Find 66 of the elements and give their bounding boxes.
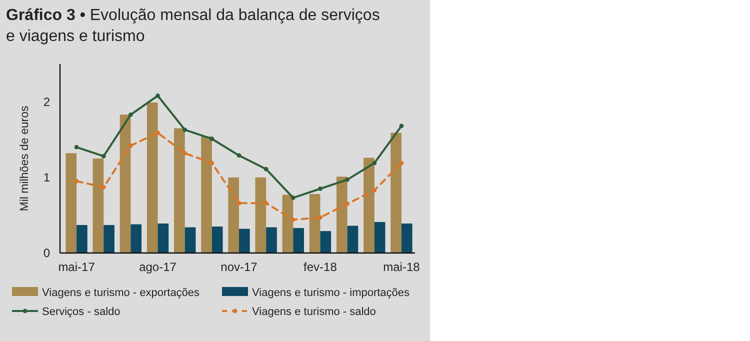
point xyxy=(318,215,322,220)
bar xyxy=(374,222,386,253)
legend-label: Serviços - saldo xyxy=(42,306,120,318)
y-axis-title: Mil milhões de euros xyxy=(19,106,31,212)
point xyxy=(372,160,377,166)
x-tick-label: mai-18 xyxy=(383,260,420,274)
bar xyxy=(320,231,332,253)
point xyxy=(182,151,188,156)
bar xyxy=(184,227,196,253)
point xyxy=(399,124,404,128)
point xyxy=(128,112,133,117)
chart-title: Gráfico 3 • Evolução mensal da balança de serviços e viagens e turismo xyxy=(6,7,380,45)
bar xyxy=(130,224,142,253)
bar xyxy=(347,226,358,253)
x-tick-label: fev-18 xyxy=(304,260,338,274)
point xyxy=(101,154,106,158)
bar xyxy=(239,228,250,253)
bar xyxy=(120,114,131,253)
bar xyxy=(282,194,294,253)
bar xyxy=(336,176,348,253)
legend-label: Viagens e turismo - exportações xyxy=(42,286,200,299)
point xyxy=(74,178,79,184)
point xyxy=(128,143,133,148)
point xyxy=(290,196,296,200)
bar xyxy=(401,224,412,253)
bar xyxy=(293,228,304,253)
legend-label: Viagens e turismo - saldo xyxy=(252,306,376,318)
y-tick-label: 2 xyxy=(43,95,50,109)
point xyxy=(318,186,322,191)
point xyxy=(156,94,160,98)
bar xyxy=(158,224,169,253)
bar xyxy=(309,194,320,253)
bar xyxy=(201,136,212,253)
point xyxy=(236,200,242,206)
bar xyxy=(76,225,88,253)
bar xyxy=(174,128,185,253)
point xyxy=(264,166,268,172)
x-tick-label: nov-17 xyxy=(220,260,258,274)
point xyxy=(290,218,296,222)
point xyxy=(156,130,160,135)
bar xyxy=(212,226,223,253)
point xyxy=(210,160,214,166)
bar xyxy=(92,158,104,253)
point xyxy=(101,185,106,190)
bar xyxy=(390,132,402,253)
point xyxy=(264,200,268,206)
point xyxy=(74,144,79,150)
bar xyxy=(228,177,239,253)
bar xyxy=(104,225,114,253)
point xyxy=(372,188,377,192)
point xyxy=(345,177,350,182)
x-tick-label: ago-17 xyxy=(139,260,177,274)
point xyxy=(236,153,242,158)
bar xyxy=(255,177,266,253)
bar xyxy=(66,153,77,253)
point xyxy=(210,136,214,142)
point xyxy=(182,128,188,132)
x-tick-label: mai-17 xyxy=(58,260,96,274)
bar xyxy=(364,158,374,253)
bar xyxy=(146,102,158,253)
point xyxy=(345,202,350,206)
y-tick-label: 0 xyxy=(43,246,50,260)
point xyxy=(399,160,404,166)
y-tick-label: 1 xyxy=(43,170,50,185)
bar xyxy=(266,227,277,253)
legend-label: Viagens e turismo - importações xyxy=(252,286,410,299)
